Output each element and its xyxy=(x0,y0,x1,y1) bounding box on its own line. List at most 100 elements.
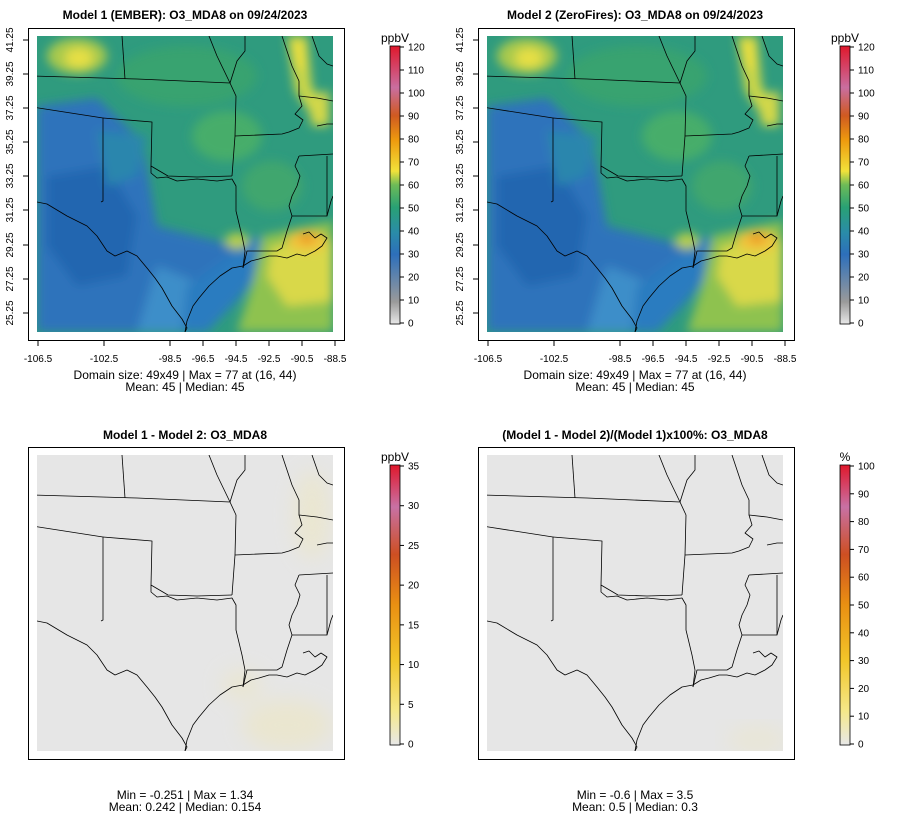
y-tick-label: 33.25 xyxy=(5,163,16,188)
x-tick-label: -88.5 xyxy=(774,354,797,365)
stats-line: Mean: 0.242 | Median: 0.154 xyxy=(109,800,262,814)
y-tick-label: 41.25 xyxy=(5,27,16,52)
stats-line: Min = -0.6 | Max = 3.5 xyxy=(577,788,694,802)
colorbar-tick-label: 0 xyxy=(408,740,414,751)
colorbar-tick-label: 80 xyxy=(858,135,870,146)
colorbar-tick-label: 90 xyxy=(858,489,870,500)
x-tick-label: -92.5 xyxy=(708,354,731,365)
colorbar-tick-label: 50 xyxy=(408,204,420,215)
panel-title: Model 2 (ZeroFires): O3_MDA8 on 09/24/20… xyxy=(507,8,763,22)
stats-line: Min = -0.251 | Max = 1.34 xyxy=(117,788,254,802)
plot-frame xyxy=(28,447,345,760)
map-panel-p2: Model 2 (ZeroFires): O3_MDA8 on 09/24/20… xyxy=(455,8,875,394)
colorbar-tick-label: 70 xyxy=(408,158,420,169)
y-tick-label: 31.25 xyxy=(455,197,466,222)
map-field xyxy=(487,36,783,332)
colorbar-ramp xyxy=(839,45,851,325)
y-tick-label: 29.25 xyxy=(5,232,16,257)
colorbar-tick-label: 20 xyxy=(858,273,870,284)
colorbar-tick-label: 120 xyxy=(858,43,875,54)
y-tick-label: 37.25 xyxy=(5,95,16,120)
plot-frame xyxy=(28,28,345,341)
colorbar-tick-label: 0 xyxy=(408,319,414,330)
colorbar-tick-label: 120 xyxy=(408,43,425,54)
colorbar-tick-label: 30 xyxy=(408,250,420,261)
map-panel-p4: (Model 1 - Model 2)/(Model 1)x100%: O3_M… xyxy=(478,428,875,814)
colorbar-tick-label: 60 xyxy=(408,181,420,192)
colorbar-tick-label: 20 xyxy=(408,273,420,284)
y-tick-label: 35.25 xyxy=(5,129,16,154)
x-tick-label: -96.5 xyxy=(192,354,215,365)
colorbar-tick-label: 20 xyxy=(858,684,870,695)
x-tick-label: -92.5 xyxy=(258,354,281,365)
stats-line: Domain size: 49x49 | Max = 77 at (16, 44… xyxy=(524,368,747,382)
plot-frame xyxy=(478,447,795,760)
stats-line: Mean: 45 | Median: 45 xyxy=(125,380,245,394)
colorbar-tick-label: 110 xyxy=(408,66,424,77)
colorbar-tick-label: 10 xyxy=(858,712,870,723)
colorbar-tick-label: 30 xyxy=(408,501,420,512)
y-tick-label: 33.25 xyxy=(455,163,466,188)
colorbar-tick-label: 10 xyxy=(408,296,420,307)
x-tick-label: -98.5 xyxy=(159,354,182,365)
y-tick-label: 29.25 xyxy=(455,232,466,257)
panel-grid: Model 1 (EMBER): O3_MDA8 on 09/24/2023 -1… xyxy=(5,8,875,814)
x-tick-label: -98.5 xyxy=(609,354,632,365)
colorbar-tick-label: 50 xyxy=(858,601,870,612)
axis-group: -106.5 -102.5 -98.5 -96.5 -94.5 -92.5 -90.5 -88… xyxy=(455,27,797,365)
stats-line: Domain size: 49x49 | Max = 77 at (16, 44… xyxy=(74,368,297,382)
colorbar-tick-label: 20 xyxy=(408,581,420,592)
colorbar-tick-label: 70 xyxy=(858,158,870,169)
colorbar-tick-label: 100 xyxy=(408,89,425,100)
colorbar-tick-label: 90 xyxy=(858,112,870,123)
y-tick-label: 35.25 xyxy=(455,129,466,154)
colorbar-tick-label: 40 xyxy=(408,227,420,238)
y-tick-label: 27.25 xyxy=(5,266,16,291)
axis-group: -106.5 -102.5 -98.5 -96.5 -94.5 -92.5 -90.5 -88… xyxy=(5,27,347,365)
panel-title: Model 1 (EMBER): O3_MDA8 on 09/24/2023 xyxy=(63,8,308,22)
colorbar-tick-label: 50 xyxy=(858,204,870,215)
colorbar-tick-label: 60 xyxy=(858,181,870,192)
panel-title: Model 1 - Model 2: O3_MDA8 xyxy=(103,428,267,442)
y-tick-label: 27.25 xyxy=(455,266,466,291)
colorbar-tick-label: 100 xyxy=(858,89,875,100)
x-tick-label: -88.5 xyxy=(324,354,347,365)
x-tick-label: -106.5 xyxy=(474,354,503,365)
colorbar-tick-label: 0 xyxy=(858,740,864,751)
panel-title: (Model 1 - Model 2)/(Model 1)x100%: O3_M… xyxy=(502,428,768,442)
map-field xyxy=(487,455,783,751)
colorbar-tick-label: 5 xyxy=(408,700,414,711)
map-panel-p1: Model 1 (EMBER): O3_MDA8 on 09/24/2023 -1… xyxy=(5,8,425,394)
x-tick-label: -106.5 xyxy=(24,354,53,365)
y-tick-label: 37.25 xyxy=(455,95,466,120)
colorbar-tick-label: 10 xyxy=(408,660,420,671)
plot-frame xyxy=(478,28,795,341)
colorbar-ramp xyxy=(389,45,401,325)
colorbar-tick-label: 30 xyxy=(858,250,870,261)
colorbar-tick-label: 25 xyxy=(408,541,420,552)
x-tick-label: -94.5 xyxy=(675,354,698,365)
y-tick-label: 25.25 xyxy=(455,300,466,325)
y-tick-label: 31.25 xyxy=(5,197,16,222)
y-tick-label: 41.25 xyxy=(455,27,466,52)
colorbar-unit: ppbV xyxy=(831,31,859,45)
stats-line: Mean: 45 | Median: 45 xyxy=(575,380,695,394)
stats-line: Mean: 0.5 | Median: 0.3 xyxy=(572,800,698,814)
colorbar-ramp xyxy=(389,464,401,746)
x-tick-label: -102.5 xyxy=(540,354,569,365)
colorbar-tick-label: 15 xyxy=(408,620,420,631)
y-tick-label: 39.25 xyxy=(455,61,466,86)
colorbar-tick-label: 90 xyxy=(408,112,420,123)
colorbar-tick-label: 80 xyxy=(858,517,870,528)
colorbar-tick-label: 10 xyxy=(858,296,870,307)
x-tick-label: -94.5 xyxy=(225,354,248,365)
colorbar-tick-label: 70 xyxy=(858,545,870,556)
map-field xyxy=(37,455,333,751)
colorbar-tick-label: 35 xyxy=(408,462,420,473)
